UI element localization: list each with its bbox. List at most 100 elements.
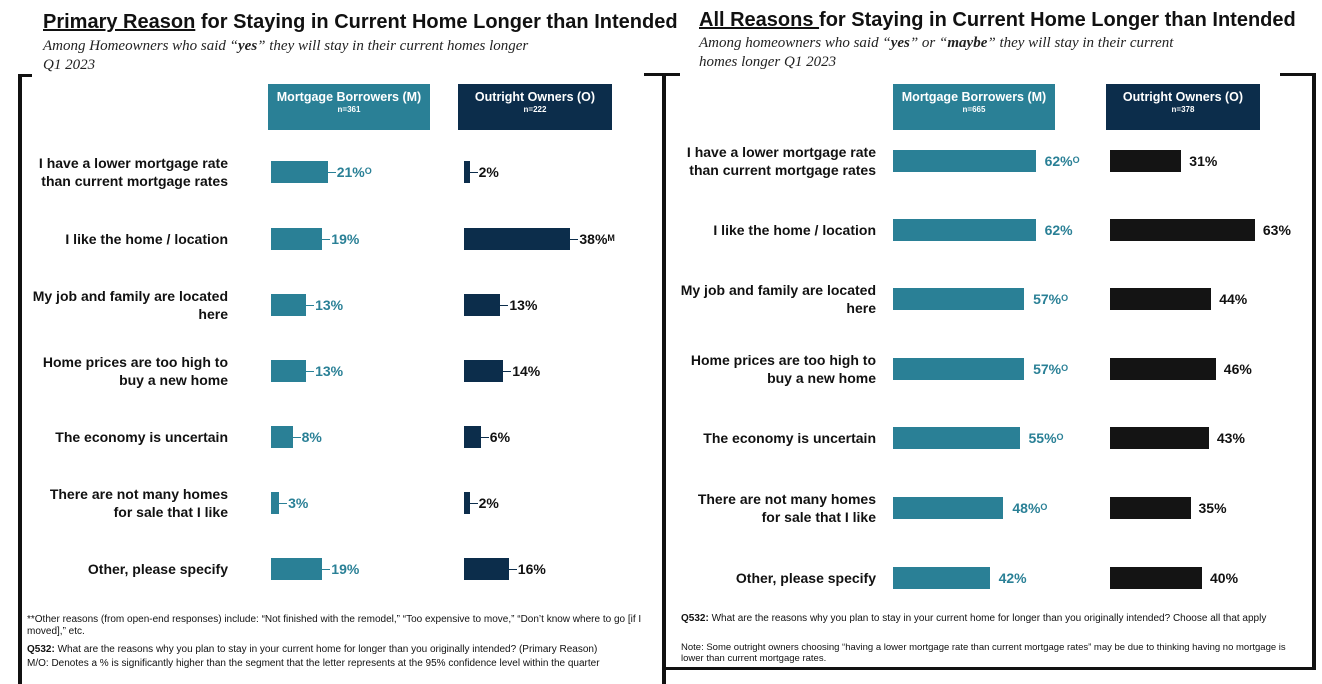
right-category-label-line: Home prices are too high to <box>690 352 876 368</box>
left-header-mortgage: Mortgage Borrowers (M) n=361 <box>268 84 430 130</box>
left-category-label: There are not many homes for sale that I … <box>18 485 228 521</box>
right-subtitle-period: homes longer Q1 2023 <box>699 54 837 70</box>
right-value-text: 57% <box>1033 291 1062 307</box>
left-category-label: I have a lower mortgage rate than current… <box>18 154 228 190</box>
left-value-mortgage: 19% <box>331 230 359 248</box>
right-category-label: I have a lower mortgage rate than current… <box>666 143 876 179</box>
right-value-text: 31% <box>1189 153 1218 169</box>
right-bar-mortgage <box>893 150 1036 172</box>
right-header-outright-n: n=378 <box>1171 105 1195 114</box>
left-category-label-line: Home prices are too high to <box>42 354 228 370</box>
right-value-text: 48% <box>1012 500 1041 516</box>
left-category-label-line: buy a new home <box>119 372 228 388</box>
left-value-outright: 6% <box>490 428 510 446</box>
left-value-mortgage: 21%O <box>337 163 372 183</box>
left-category-label: My job and family are located here <box>18 287 228 323</box>
left-category-label-line: The economy is uncertain <box>55 429 228 445</box>
right-subtitle-pre: Among homeowners who said “ <box>699 35 891 51</box>
right-category-label: Other, please specify <box>666 569 876 587</box>
right-value-outright: 43% <box>1217 429 1245 447</box>
left-significance-marker: O <box>364 166 372 176</box>
left-category-label-line: My job and family are located <box>32 288 228 304</box>
left-category-label-line: I like the home / location <box>65 231 228 247</box>
left-value-text: 38% <box>579 231 608 247</box>
left-frame-border <box>18 74 22 684</box>
right-bar-outright <box>1110 358 1216 380</box>
right-bar-mortgage <box>893 219 1036 241</box>
left-note-other: **Other reasons (from open-end responses… <box>27 614 642 637</box>
left-leader-line <box>292 437 301 438</box>
right-bar-mortgage <box>893 497 1004 519</box>
right-value-text: 40% <box>1210 570 1239 586</box>
left-header-outright: Outright Owners (O) n=222 <box>458 84 612 130</box>
right-value-outright: 44% <box>1219 290 1247 308</box>
right-header-outright-label: Outright Owners (O) <box>1122 90 1244 104</box>
right-value-text: 57% <box>1033 361 1062 377</box>
left-bar-outright <box>464 558 509 580</box>
left-value-text: 2% <box>478 495 499 511</box>
right-bar-mortgage <box>893 288 1025 310</box>
right-note: Note: Some outright owners choosing “hav… <box>681 642 1286 664</box>
left-question-label: Q532: <box>27 644 55 655</box>
left-question-body: What are the reasons why you plan to sta… <box>54 644 598 655</box>
right-frame-bottom <box>666 667 1316 670</box>
right-category-label: Home prices are too high to buy a new hom… <box>666 351 876 387</box>
right-subtitle-mid: ” or “ <box>909 35 948 51</box>
right-question-text: Q532: What are the reasons why you plan … <box>681 613 1299 625</box>
right-significance-marker: O <box>1061 293 1069 303</box>
right-value-outright: 46% <box>1224 360 1252 378</box>
left-category-label-line: for sale that I like <box>113 504 228 520</box>
right-value-mortgage: 62%O <box>1045 152 1080 172</box>
left-value-outright: 16% <box>518 560 546 578</box>
left-leader-line <box>469 503 478 504</box>
left-significance-note: M/O: Denotes a % is significantly higher… <box>27 658 600 669</box>
left-category-label: The economy is uncertain <box>18 428 228 446</box>
right-category-label-line: The economy is uncertain <box>703 430 876 446</box>
right-value-mortgage: 62% <box>1045 221 1073 239</box>
left-significance-marker: M <box>607 233 615 243</box>
right-subtitle-yes: yes <box>890 35 910 51</box>
right-value-mortgage: 57%O <box>1033 290 1068 310</box>
left-category-label: Home prices are too high to buy a new hom… <box>18 353 228 389</box>
right-value-text: 44% <box>1219 291 1248 307</box>
right-bar-outright <box>1110 497 1191 519</box>
right-category-label: My job and family are located here <box>666 281 876 317</box>
right-question-label: Q532: <box>681 613 709 624</box>
right-value-mortgage: 55%O <box>1029 429 1064 449</box>
left-bar-outright <box>464 492 470 514</box>
right-value-text: 35% <box>1198 500 1227 516</box>
left-value-outright: 14% <box>512 362 540 380</box>
left-category-label-line: I have a lower mortgage rate <box>38 155 228 171</box>
right-subtitle-post: ” they will stay in their current <box>987 35 1174 51</box>
right-category-label: I like the home / location <box>666 221 876 239</box>
right-title-underlined: All Reasons <box>699 9 820 31</box>
left-subtitle-post: ” they will stay in their current homes … <box>257 38 529 54</box>
right-title: All Reasons for Staying in Current Home … <box>699 9 1296 32</box>
left-bar-mortgage <box>271 492 280 514</box>
left-value-text: 14% <box>512 363 541 379</box>
left-value-outright: 13% <box>509 296 537 314</box>
right-category-label-line: than current mortgage rates <box>689 162 876 178</box>
left-frame-corner <box>18 74 32 77</box>
right-bar-mortgage <box>893 427 1020 449</box>
left-value-mortgage: 13% <box>315 296 343 314</box>
right-category-label-line: for sale that I like <box>761 509 876 525</box>
left-question-text: Q532: What are the reasons why you plan … <box>27 644 657 656</box>
right-frame-top-right <box>1280 73 1316 76</box>
left-value-mortgage: 3% <box>288 494 308 512</box>
left-header-mortgage-n: n=361 <box>337 105 361 114</box>
right-title-rest: for Staying in Current Home Longer than … <box>819 9 1296 31</box>
right-header-mortgage-label: Mortgage Borrowers (M) <box>901 90 1047 104</box>
left-bar-outright <box>464 360 504 382</box>
right-category-label: There are not many homes for sale that I … <box>666 490 876 526</box>
left-category-label-line: Other, please specify <box>87 561 228 577</box>
right-value-text: 62% <box>1044 153 1073 169</box>
right-bar-outright <box>1110 427 1209 449</box>
right-frame-right <box>1312 73 1316 670</box>
primary-reason-panel: Primary Reason for Staying in Current Ho… <box>0 0 678 684</box>
left-leader-line <box>508 569 517 570</box>
left-subtitle-pre: Among Homeowners who said “ <box>43 38 239 54</box>
left-bar-mortgage <box>271 161 328 183</box>
left-leader-line <box>503 371 512 372</box>
left-value-text: 16% <box>517 561 546 577</box>
